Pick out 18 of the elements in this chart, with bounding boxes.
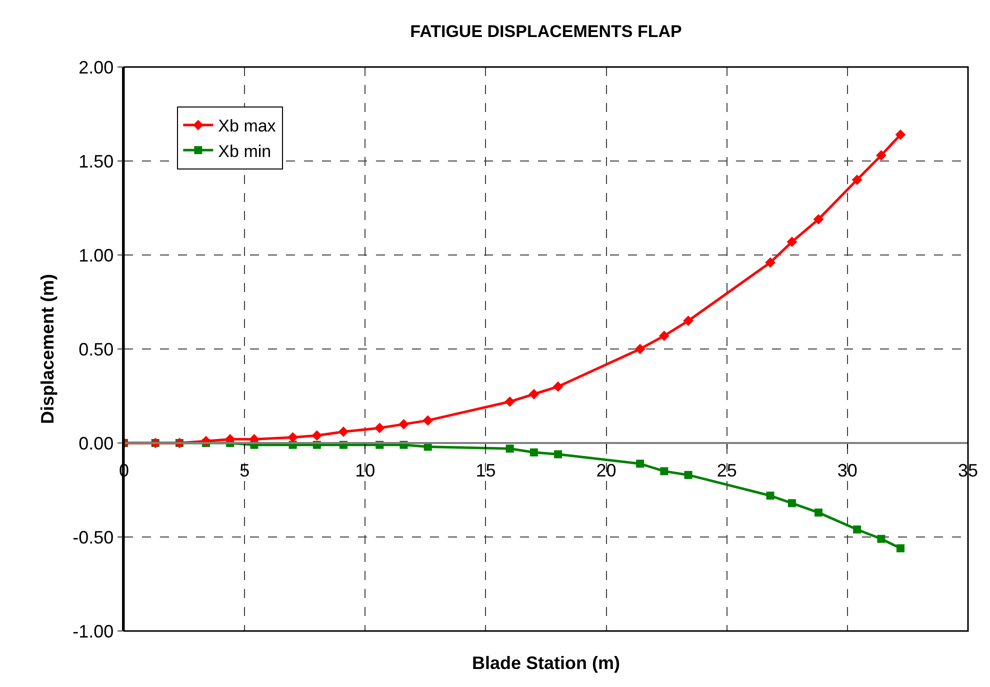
y-tick-label: 0.50	[78, 339, 114, 360]
x-axis-title: Blade Station (m)	[472, 653, 620, 673]
legend-label: Xb min	[218, 142, 272, 161]
y-tick-label: -0.50	[72, 527, 114, 548]
x-tick-label: 25	[716, 460, 737, 480]
x-tick-label: 15	[476, 460, 496, 480]
y-tick-label: -1.00	[72, 621, 114, 642]
chart-title: FATIGUE DISPLACEMENTS FLAP	[410, 22, 682, 41]
y-tick-label: 2.00	[78, 57, 114, 78]
y-tick-label: 0.00	[78, 433, 114, 454]
y-tick-label: 1.50	[78, 151, 114, 172]
x-tick-label: 30	[837, 460, 858, 480]
y-axis-title: Displacement (m)	[37, 274, 58, 424]
x-tick-label: 10	[355, 460, 376, 480]
x-tick-label: 20	[596, 460, 616, 480]
y-tick-label: 1.00	[78, 245, 114, 266]
x-tick-label: 5	[240, 460, 250, 480]
legend-label: Xb max	[218, 116, 276, 136]
